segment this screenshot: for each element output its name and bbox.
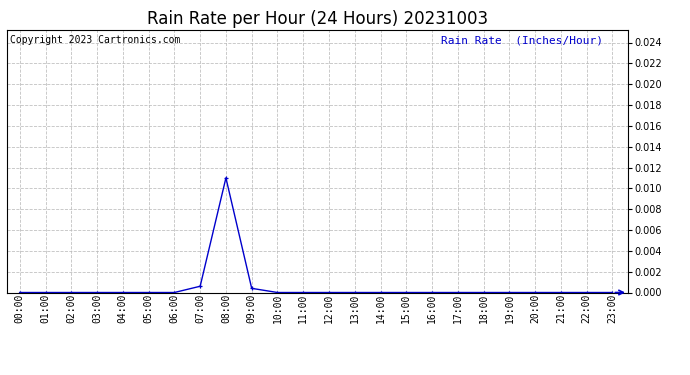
Text: Rain Rate  (Inches/Hour): Rain Rate (Inches/Hour)	[441, 35, 603, 45]
Text: Copyright 2023 Cartronics.com: Copyright 2023 Cartronics.com	[10, 35, 180, 45]
Title: Rain Rate per Hour (24 Hours) 20231003: Rain Rate per Hour (24 Hours) 20231003	[147, 10, 488, 28]
